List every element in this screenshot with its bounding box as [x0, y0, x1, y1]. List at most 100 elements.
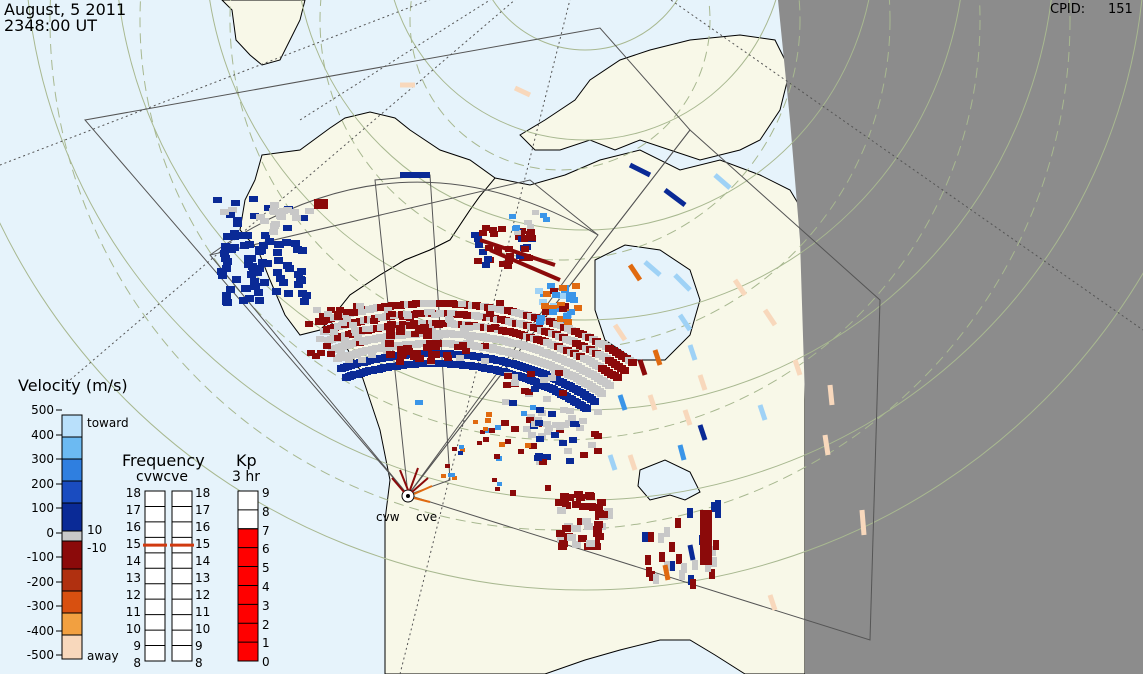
- night-terminator-shade: [778, 0, 1143, 674]
- radar-echo-cell: [345, 357, 353, 363]
- kp-tick-label: 5: [262, 561, 270, 576]
- frequency-tick-label: 8: [195, 656, 203, 670]
- radar-echo-cell: [543, 454, 551, 460]
- radar-echo-cell: [597, 390, 606, 397]
- radar-echo-cell: [217, 268, 226, 275]
- radar-echo-vector: [637, 359, 648, 376]
- radar-echo-cell: [567, 309, 575, 315]
- radar-echo-cell: [509, 214, 516, 219]
- radar-echo-cell: [481, 343, 489, 349]
- radar-echo-cell: [567, 534, 576, 541]
- radar-echo-cell: [273, 249, 282, 256]
- radar-echo-cell: [577, 518, 586, 525]
- radar-echo-cell: [586, 493, 595, 500]
- radar-echo-cell: [664, 527, 670, 537]
- radar-echo-cell: [547, 283, 555, 289]
- frequency-tick-label: 9: [195, 639, 203, 653]
- frequency-tick-label: 18: [195, 486, 211, 500]
- radar-echo-cell: [423, 332, 432, 339]
- radar-echo-vector: [513, 85, 532, 98]
- radar-echo-cell: [444, 355, 452, 361]
- radar-echo-cell: [572, 525, 581, 532]
- radar-echo-cell: [459, 445, 464, 449]
- radar-echo-cell: [272, 288, 281, 295]
- radar-site-markers: [391, 467, 433, 503]
- radar-echo-cell: [223, 233, 232, 240]
- radar-echo-cell: [582, 518, 591, 525]
- radar-echo-cell: [543, 396, 551, 402]
- radar-echo-cell: [314, 199, 328, 209]
- radar-echo-cell: [397, 346, 406, 353]
- radar-echo-cell: [492, 478, 497, 482]
- radar-echo-cell: [676, 554, 682, 564]
- radar-echo-cell: [396, 359, 404, 365]
- radar-echo-cell: [645, 555, 651, 565]
- radar-echo-cell: [370, 318, 378, 324]
- velocity-tick-label: 400: [31, 427, 54, 442]
- radar-echo-cell: [254, 289, 263, 296]
- radar-echo-vector: [827, 384, 835, 406]
- velocity-tick-label: 100: [31, 501, 54, 515]
- radar-echo-cell: [222, 292, 231, 299]
- radar-echo-cell: [483, 437, 489, 442]
- radar-echo-cell: [542, 309, 550, 315]
- radar-echo-cell: [570, 297, 578, 303]
- radar-echo-cell: [483, 427, 488, 431]
- radar-echo-cell: [528, 235, 536, 241]
- radar-echo-cell: [337, 350, 345, 356]
- radar-echo-cell: [566, 408, 574, 414]
- radar-echo-cell: [559, 285, 567, 291]
- radar-echo-cell: [250, 278, 259, 285]
- radar-echo-cell: [297, 268, 306, 275]
- radar-echo-cell: [536, 407, 544, 413]
- radar-echo-cell: [715, 508, 721, 518]
- radar-echo-cell: [336, 307, 344, 313]
- radar-echo-cell: [324, 311, 332, 317]
- radar-echo-cell: [256, 214, 265, 220]
- ground-scatter-lower-label: -10: [87, 541, 107, 555]
- radar-echo-cell: [715, 500, 721, 510]
- radar-echo-cell: [285, 265, 294, 272]
- radar-echo-cell: [536, 319, 544, 325]
- frequency-tick-label: 15: [195, 537, 211, 551]
- radar-echo-cell: [710, 546, 716, 556]
- radar-echo-cell: [504, 263, 512, 269]
- radar-echo-cell: [251, 283, 260, 290]
- radar-echo-cell: [406, 322, 415, 329]
- radar-echo-cell: [497, 482, 502, 486]
- radar-echo-cell: [599, 511, 608, 518]
- velocity-tick-label: 300: [31, 452, 54, 466]
- radar-echo-cell: [561, 422, 569, 428]
- radar-echo-vector: [663, 188, 687, 207]
- radar-echo-cell: [294, 281, 303, 288]
- radar-echo-cell: [386, 326, 395, 333]
- radar-echo-cell: [679, 570, 685, 580]
- radar-echo-cell: [675, 518, 681, 528]
- radar-echo-cell: [579, 503, 588, 510]
- radar-echo-cell: [485, 418, 491, 423]
- radar-echo-cell: [494, 454, 500, 459]
- radar-echo-cell: [418, 320, 426, 326]
- radar-echo-vector: [627, 454, 638, 471]
- kp-tick-label: 4: [262, 580, 270, 594]
- radar-echo-cell: [269, 208, 278, 214]
- radar-echo-cell: [400, 172, 430, 178]
- radar-echo-cell: [711, 502, 717, 512]
- radar-echo-cell: [536, 436, 544, 442]
- frequency-tick-label: 18: [125, 486, 141, 500]
- radar-echo-cell: [244, 255, 253, 262]
- radar-echo-cell: [474, 258, 482, 264]
- radar-echo-cell: [535, 420, 543, 426]
- radar-echo-cell: [255, 297, 264, 304]
- radar-echo-cell: [495, 487, 500, 491]
- velocity-tick-label: -300: [26, 599, 54, 613]
- radar-echo-cell: [540, 213, 547, 218]
- radar-echo-cell: [562, 525, 571, 532]
- radar-echo-cell: [521, 411, 527, 416]
- radar-echo-cell: [341, 337, 349, 343]
- radar-echo-cell: [568, 292, 576, 298]
- radar-echo-cell: [489, 227, 497, 233]
- radar-echo-cell: [385, 340, 394, 347]
- radar-echo-cell: [334, 311, 342, 317]
